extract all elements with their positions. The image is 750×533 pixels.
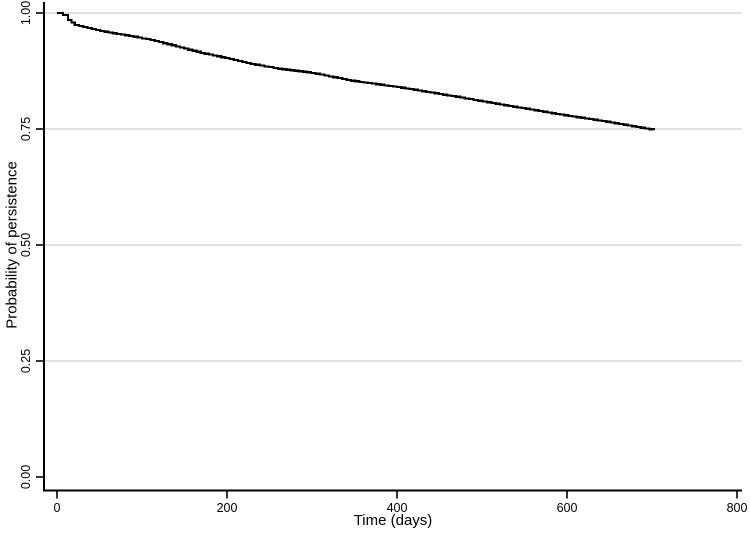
y-tick-label-0.00: 0.00	[18, 464, 33, 490]
x-axis-title: Time (days)	[353, 512, 433, 529]
y-tick-label-0.75: 0.75	[18, 116, 33, 142]
y-tick-label-0.50: 0.50	[18, 232, 33, 258]
x-tick-label-800: 800	[726, 501, 748, 515]
survival-curve	[57, 11, 655, 131]
y-tick-label-1.00: 1.00	[18, 0, 33, 26]
y-axis-title: Probability of persistence	[3, 161, 21, 329]
x-tick-label-0: 0	[53, 501, 61, 515]
x-tick-label-200: 200	[216, 501, 238, 515]
x-tick-label-600: 600	[556, 501, 578, 515]
y-tick-label-0.25: 0.25	[18, 348, 33, 374]
x-tick-label-400: 400	[386, 501, 408, 515]
